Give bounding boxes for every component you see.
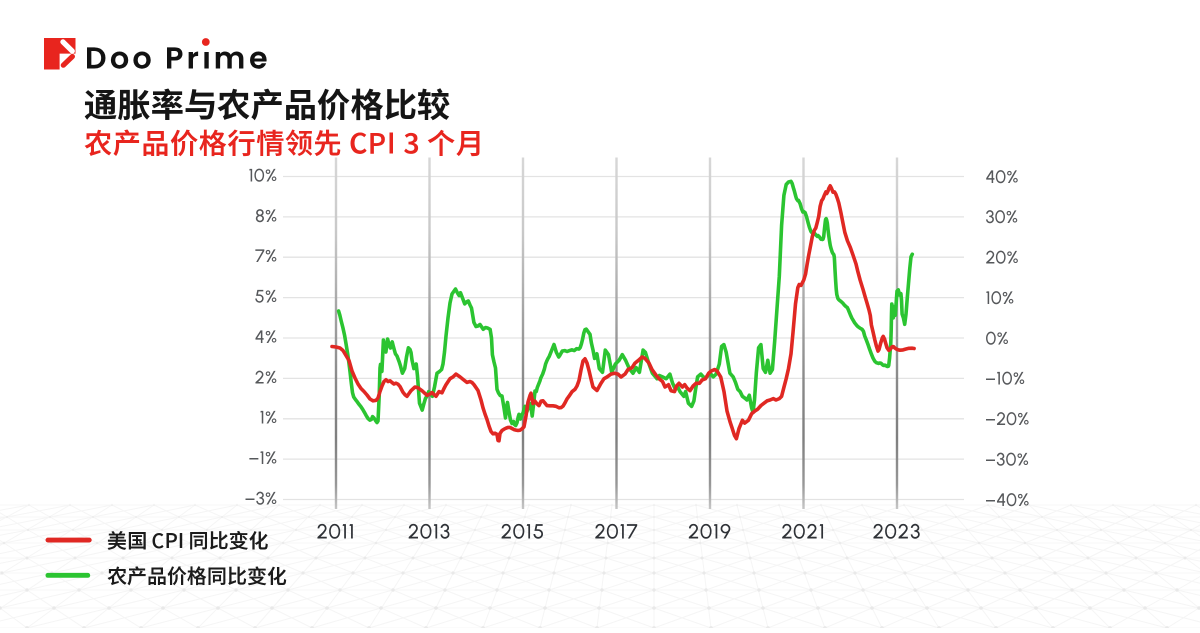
svg-text:−1%: −1% xyxy=(249,447,278,469)
svg-text:−3%: −3% xyxy=(245,487,278,509)
svg-text:农产品价格行情领先 CPI 3 个月: 农产品价格行情领先 CPI 3 个月 xyxy=(84,122,484,163)
svg-text:2017: 2017 xyxy=(594,520,638,545)
svg-text:2023: 2023 xyxy=(873,520,922,545)
svg-text:−40%: −40% xyxy=(986,489,1030,511)
svg-text:10%: 10% xyxy=(249,164,278,186)
svg-text:7%: 7% xyxy=(255,245,277,267)
svg-text:Doo Prıme: Doo Prıme xyxy=(85,37,271,80)
svg-text:2%: 2% xyxy=(255,366,278,388)
svg-text:−30%: −30% xyxy=(986,448,1030,470)
svg-text:通胀率与农产品价格比较: 通胀率与农产品价格比较 xyxy=(84,78,450,127)
svg-text:2021: 2021 xyxy=(781,520,825,545)
svg-text:−10%: −10% xyxy=(986,368,1026,390)
svg-text:5%: 5% xyxy=(255,286,278,308)
svg-text:农产品价格同比变化: 农产品价格同比变化 xyxy=(107,560,287,589)
svg-text:2015: 2015 xyxy=(501,520,546,545)
svg-text:20%: 20% xyxy=(986,247,1019,269)
svg-text:0%: 0% xyxy=(986,327,1010,349)
svg-text:10%: 10% xyxy=(986,287,1015,309)
svg-text:40%: 40% xyxy=(986,166,1019,188)
svg-text:2019: 2019 xyxy=(688,520,732,545)
svg-text:−20%: −20% xyxy=(986,408,1030,430)
svg-text:2011: 2011 xyxy=(317,520,356,545)
svg-text:30%: 30% xyxy=(986,206,1019,228)
svg-text:4%: 4% xyxy=(255,326,278,348)
svg-text:美国 CPI 同比变化: 美国 CPI 同比变化 xyxy=(107,525,269,554)
svg-text:1%: 1% xyxy=(260,407,278,429)
svg-text:2013: 2013 xyxy=(408,520,451,545)
svg-text:8%: 8% xyxy=(255,205,277,227)
